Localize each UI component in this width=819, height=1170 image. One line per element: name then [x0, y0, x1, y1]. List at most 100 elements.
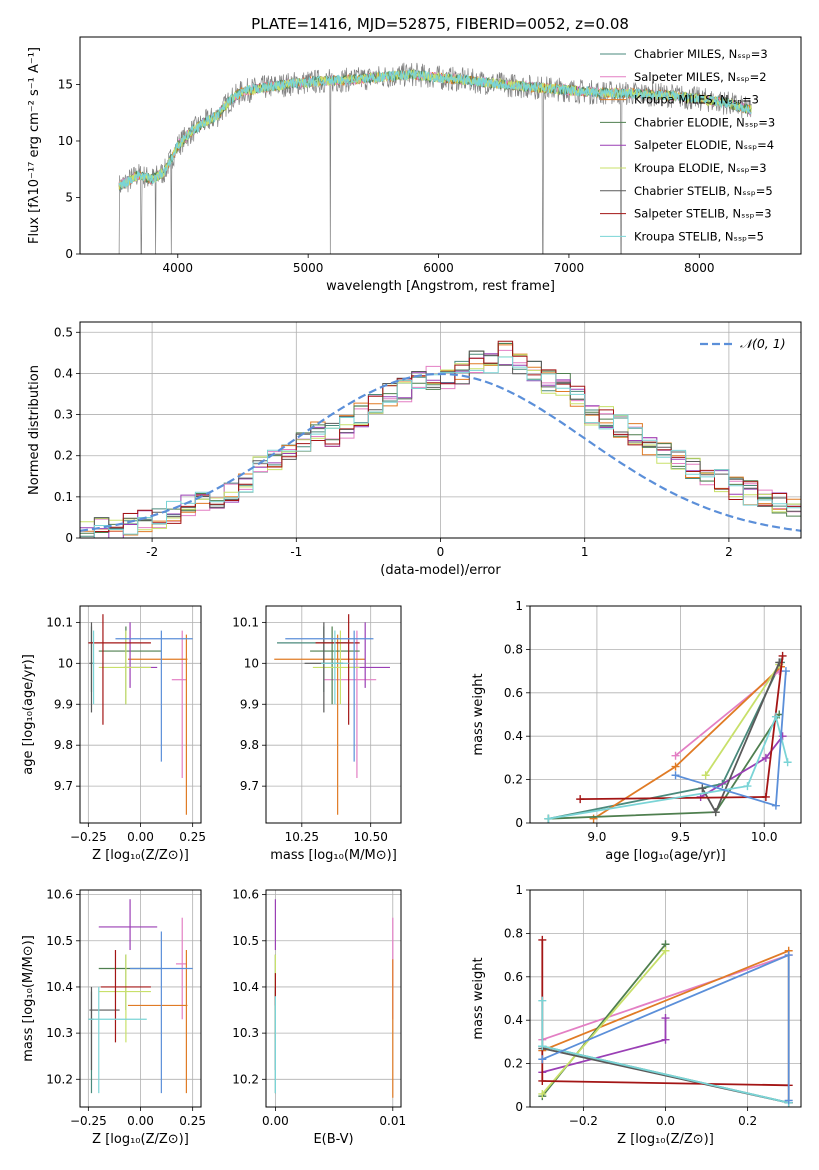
plot-area	[544, 651, 792, 823]
y-tick-label: 10.2	[46, 1072, 73, 1086]
series-marker	[778, 732, 787, 741]
series-line	[704, 664, 781, 776]
y-tick-label: 0.4	[504, 1013, 523, 1027]
y-tick-label: 5	[65, 190, 73, 204]
panel-weight-vs-age: 9.0 9.5 10.0 0 0.2 0.4 0.6 0.8 1 age [log₁₀(age/y…	[471, 599, 802, 863]
y-tick-label: 1	[515, 599, 523, 613]
x-tick-label: 0.2	[738, 1114, 757, 1128]
x-tick-label: 2	[725, 545, 733, 559]
point-kroupa-miles	[127, 950, 188, 1094]
y-tick-label: 10.6	[46, 888, 73, 902]
legend-label: Salpeter ELODIE, Nₛₛₚ=4	[634, 138, 774, 152]
point-kroupa-elodie	[98, 630, 151, 705]
normal-curve	[80, 372, 801, 532]
series-marker	[761, 792, 770, 801]
y-tick-label: 9.7	[240, 779, 259, 793]
legend-label: Salpeter MILES, Nₛₛₚ=2	[634, 70, 767, 84]
x-tick-label: 0.25	[179, 1114, 206, 1128]
x-tick-label: 0.00	[262, 1114, 289, 1128]
series-marker	[771, 801, 780, 810]
series-line	[542, 954, 789, 1041]
y-tick-label: 10.4	[46, 980, 73, 994]
x-tick-label: 9.5	[671, 830, 690, 844]
x-tick-label: 10.50	[354, 830, 388, 844]
y-tick-label: 0	[515, 816, 523, 830]
y-tick-label: 0	[65, 247, 73, 261]
y-tick-label: 0.8	[504, 926, 523, 940]
point-salpeter-stelib	[100, 950, 151, 1043]
x-tick-label: 1	[581, 545, 589, 559]
y-tick-label: 10.6	[232, 888, 259, 902]
x-tick-label: 0.01	[379, 1114, 406, 1128]
panel-mass-vs-EBV: 0.00 0.01 10.2 10.3 10.4 10.5 10.6 E(B-V)	[232, 888, 406, 1147]
y-tick-label: 0.2	[54, 449, 73, 463]
y-tick-label: 10.1	[232, 615, 259, 629]
point-chabrier-stelib	[89, 622, 94, 713]
series-marker	[701, 771, 710, 780]
series-marker	[538, 1042, 547, 1051]
panel-mass-vs-Z: −0.25 0.00 0.25 10.2 10.3 10.4 10.5 10.6 Z [log₁…	[21, 888, 206, 1147]
y-tick-label: 10.5	[46, 934, 73, 948]
panel-spectrum: 4000 5000 6000 7000 8000 0 5 10 15 wavelength [An…	[27, 36, 802, 294]
series-marker	[711, 808, 720, 817]
point-kroupa-miles	[127, 634, 188, 815]
axes-frame	[265, 605, 402, 824]
point-kroupa-stelib	[92, 630, 95, 705]
plot-area	[88, 614, 193, 815]
x-tick-label: 10.25	[285, 830, 319, 844]
axes-frame	[79, 605, 202, 824]
series-marker	[661, 946, 670, 955]
legend-label: Chabrier STELIB, Nₛₛₚ=5	[634, 184, 773, 198]
x-tick-label: 4000	[163, 261, 194, 275]
y-tick-label: 10	[244, 656, 259, 670]
y-tick-label: 10.1	[46, 615, 73, 629]
series-marker	[784, 951, 793, 960]
y-tick-label: 0.2	[504, 1057, 523, 1071]
point-extra_blue	[285, 630, 374, 762]
y-tick-label: 10.3	[46, 1026, 73, 1040]
series-extra_blue	[538, 951, 793, 1105]
y-tick-label: 9.7	[54, 779, 73, 793]
y-tick-label: 0	[515, 1100, 523, 1114]
axes-frame	[79, 321, 802, 539]
point-salpeter-miles	[171, 630, 187, 778]
axes-frame	[265, 889, 402, 1108]
series-marker	[661, 1035, 670, 1044]
x-axis-label: mass [log₁₀(M/M⊙)]	[270, 848, 397, 863]
point-kroupa-elodie	[312, 630, 360, 705]
y-tick-label: 10.2	[232, 1072, 259, 1086]
x-tick-label: -1	[290, 545, 302, 559]
series-chabrier-stelib	[698, 658, 784, 817]
legend-label: Chabrier MILES, Nₛₛₚ=3	[634, 47, 768, 61]
y-axis-label: Flux [fλ10⁻¹⁷ erg cm⁻² s⁻¹ A⁻¹]	[27, 47, 42, 244]
point-chabrier-elodie	[98, 954, 162, 1011]
histogram-salpeter-stelib	[80, 340, 801, 538]
series-chabrier-elodie	[544, 710, 784, 823]
y-tick-label: 0.8	[504, 642, 523, 656]
axes-frame	[529, 605, 802, 824]
x-tick-label: 8000	[684, 261, 715, 275]
y-tick-label: 10.5	[232, 934, 259, 948]
axes-frame	[79, 889, 202, 1108]
point-kroupa-stelib	[88, 986, 147, 1094]
x-tick-label: 10.0	[751, 830, 778, 844]
axes-frame	[529, 889, 802, 1108]
x-tick-label: 0	[437, 545, 445, 559]
figure-title: PLATE=1416, MJD=52875, FIBERID=0052, z=0…	[251, 15, 629, 33]
series-marker	[784, 1096, 793, 1105]
series-salpeter-stelib	[576, 651, 787, 804]
plot-area	[88, 899, 193, 1094]
point-salpeter-elodie	[348, 622, 390, 688]
x-tick-label: −0.25	[70, 830, 107, 844]
series-marker	[538, 1055, 547, 1064]
y-tick-label: 1	[515, 883, 523, 897]
series-marker	[671, 771, 680, 780]
y-tick-label: 10	[58, 656, 73, 670]
series-line	[548, 713, 789, 820]
point-extra_blue	[130, 931, 193, 1094]
x-axis-label: wavelength [Angstrom, rest frame]	[326, 279, 555, 294]
series-marker	[538, 996, 547, 1005]
series-salpeter-elodie	[538, 1014, 670, 1077]
panel-residuals: -2 -1 0 1 2 0 0.1 0.2 0.3 0.4 0.5 (data-model)/erro…	[27, 321, 802, 578]
